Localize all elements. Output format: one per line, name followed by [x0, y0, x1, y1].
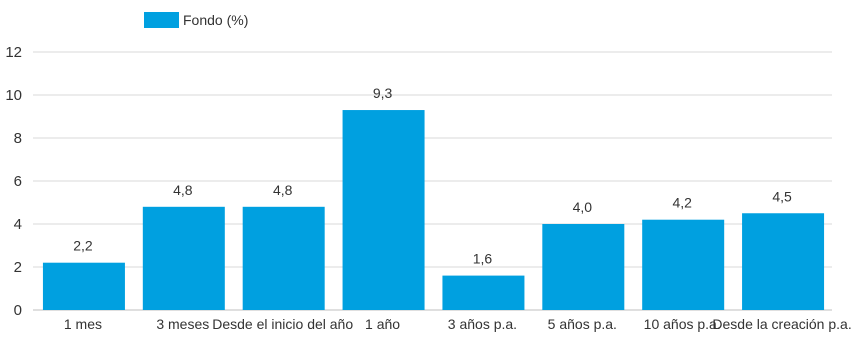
data-label: 2,2 — [73, 238, 93, 254]
bar — [742, 213, 825, 310]
data-label: 9,3 — [373, 85, 393, 101]
legend: Fondo (%) — [144, 12, 248, 28]
bar — [642, 219, 725, 310]
y-tick-label: 8 — [14, 130, 22, 147]
legend-label: Fondo (%) — [183, 12, 249, 28]
x-tick-label: 1 mes — [64, 316, 102, 332]
bar — [342, 110, 425, 310]
x-tick-label: 3 años p.a. — [448, 316, 517, 332]
data-label: 4,2 — [672, 195, 692, 211]
bar — [542, 224, 625, 310]
y-tick-label: 10 — [5, 87, 22, 104]
y-tick-label: 4 — [14, 216, 22, 233]
x-tick-label: 3 meses — [156, 316, 209, 332]
bar — [142, 206, 225, 310]
bar — [442, 275, 525, 310]
y-tick-label: 0 — [14, 302, 22, 319]
y-tick-label: 2 — [14, 259, 22, 276]
data-label: 4,0 — [573, 199, 593, 215]
x-tick-label: 1 año — [365, 316, 400, 332]
x-tick-label: Desde el inicio del año — [212, 316, 353, 332]
bar — [42, 262, 125, 310]
data-label: 4,5 — [772, 188, 792, 204]
legend-swatch — [144, 12, 179, 28]
y-tick-label: 12 — [5, 44, 22, 61]
x-tick-label: 5 años p.a. — [548, 316, 617, 332]
bar — [242, 206, 325, 310]
x-tick-label: Desde la creación p.a. — [712, 316, 851, 332]
y-tick-label: 6 — [14, 173, 22, 190]
data-label: 4,8 — [273, 182, 293, 198]
data-label: 4,8 — [173, 182, 193, 198]
x-tick-label: 10 años p.a. — [644, 316, 721, 332]
data-label: 1,6 — [473, 251, 493, 267]
